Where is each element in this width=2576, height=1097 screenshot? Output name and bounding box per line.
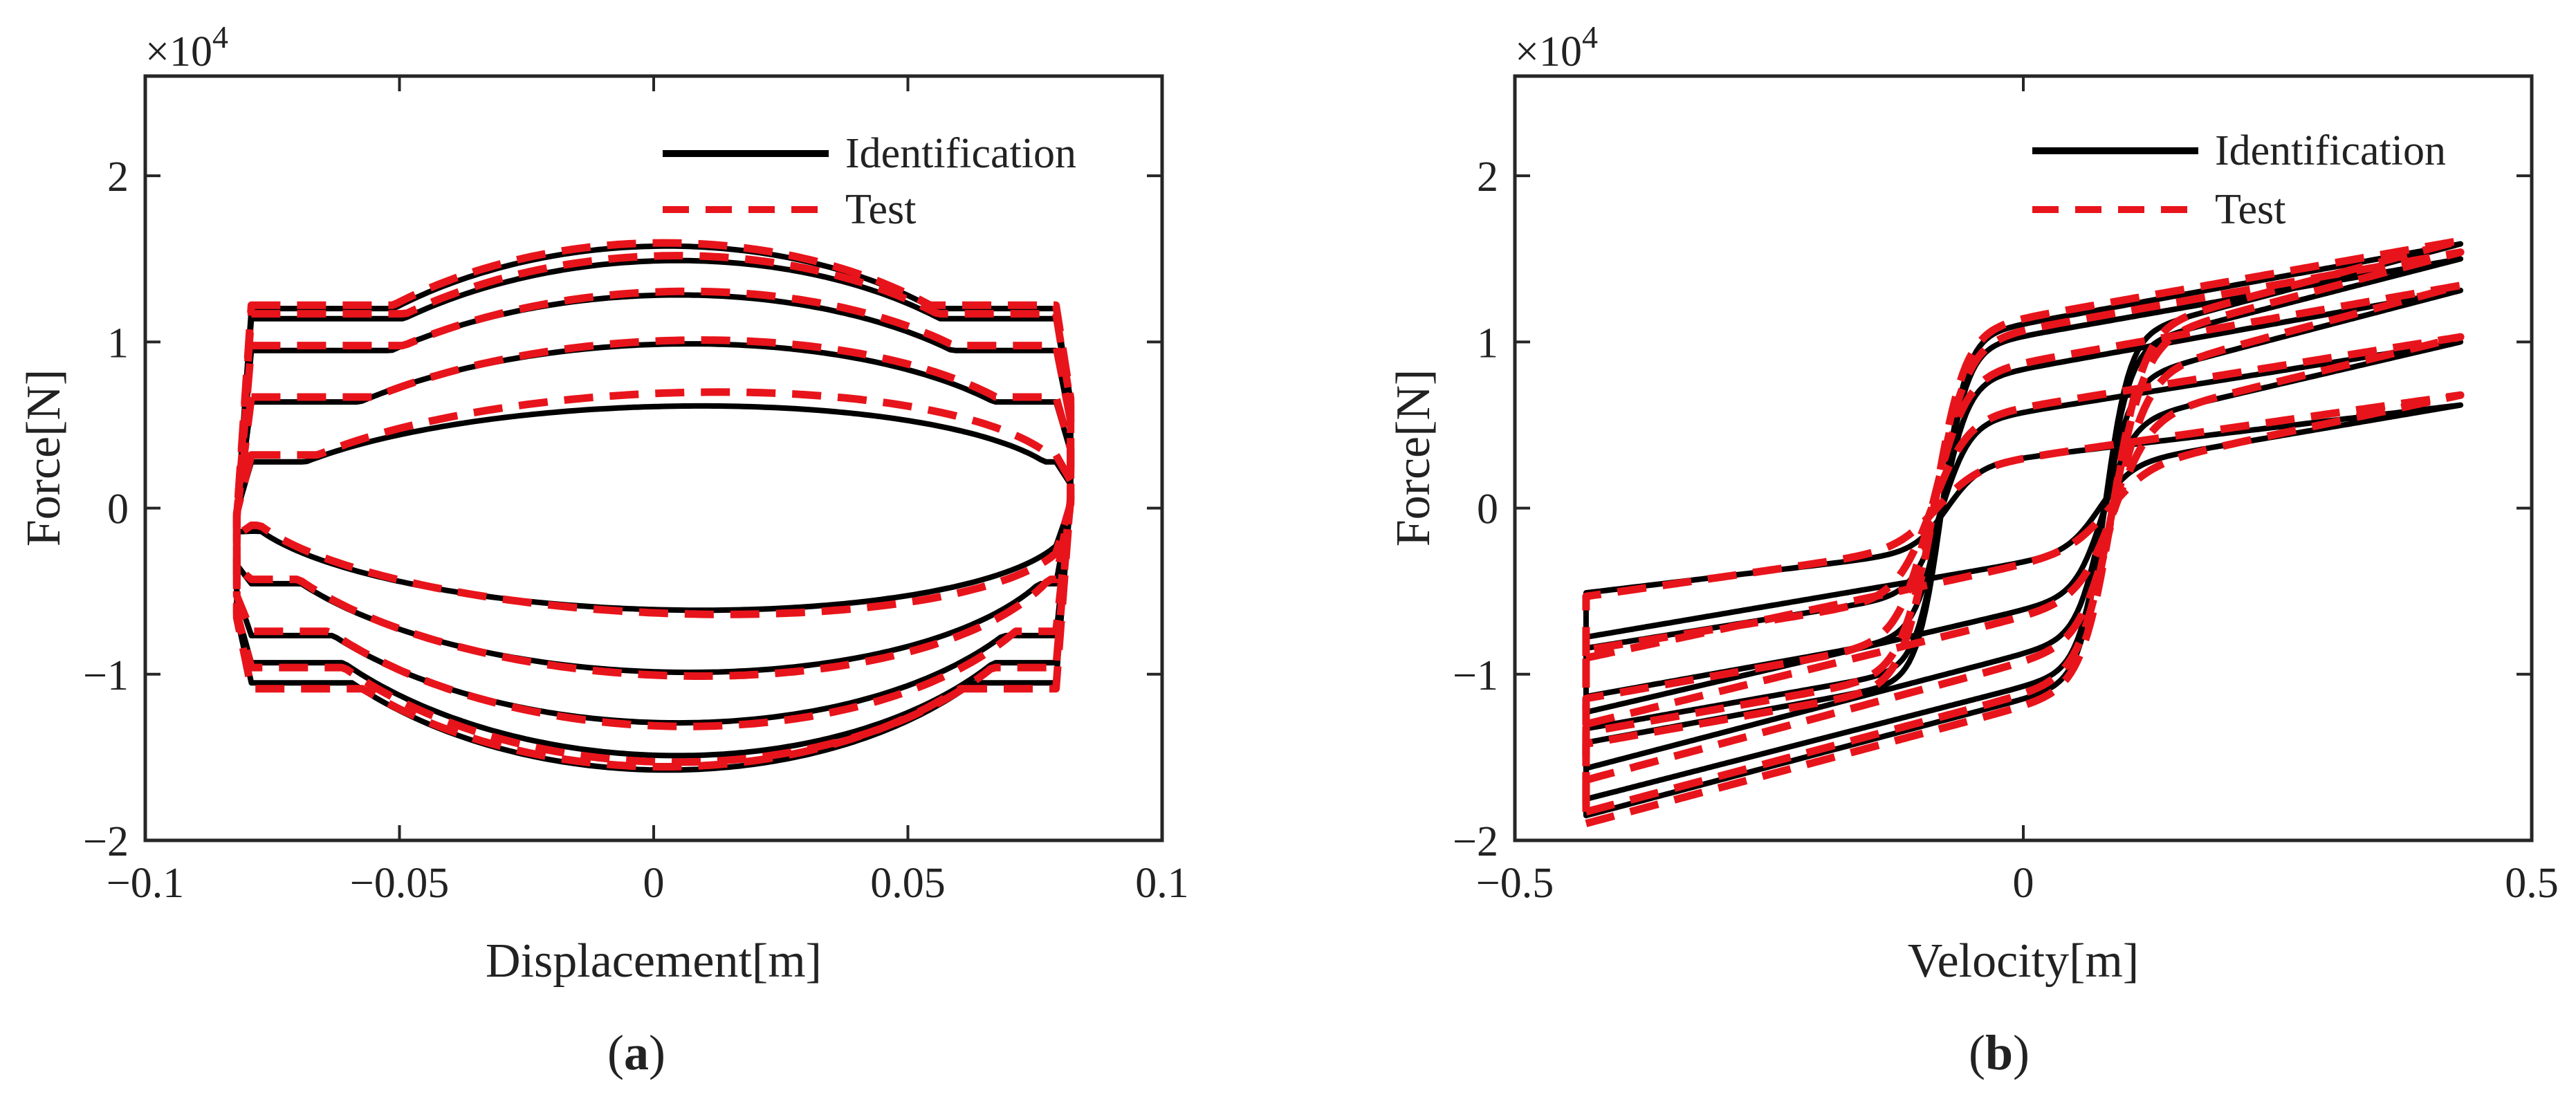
chart-b-test-loop-4 [1582,248,2465,816]
chart-a-y-multiplier: ×104 [145,19,228,75]
chart-a-y-axis-label: Force[N] [17,369,71,547]
chart-b-legend-identification-label: Identification [2215,127,2446,174]
chart-a-test-loop-3 [232,287,1075,730]
chart-a-test-loop-5 [232,239,1075,771]
chart-a-legend-test-label: Test [845,186,916,233]
chart-panel-b: −0.5 0 0.5 −2 −1 0 1 2 ×104 Velocity[m] Force[N… [1387,19,2559,1080]
chart-a-x-tick-label: 0 [643,860,665,907]
chart-b-x-tick-label: 0.5 [2505,860,2559,907]
chart-b-identification-loop-3 [1583,287,2464,771]
caption-b: (b) [1969,1025,2030,1080]
chart-a-x-tick-label: 0.1 [1135,860,1189,907]
chart-b-y-tick-label: 0 [1477,486,1498,533]
chart-b-y-multiplier: ×104 [1515,19,1598,75]
chart-a-y-tick-label: −1 [83,652,129,699]
chart-b-test-loop-5 [1582,237,2465,827]
chart-a-x-tick-label: 0.05 [870,860,946,907]
chart-a-legend-identification-label: Identification [845,130,1076,177]
chart-a-test-loop-4 [232,252,1075,766]
chart-a-x-tick-label: −0.05 [350,860,449,907]
chart-b-test-loop-2 [1582,333,2465,728]
chart-b-identification-loop-1 [1583,402,2464,640]
chart-b-legend-test-label: Test [2215,186,2285,233]
chart-b-x-axis-label: Velocity[m] [1908,934,2139,988]
chart-a-y-tick-label: −2 [83,818,129,865]
chart-b-y-tick-label: 2 [1477,154,1498,201]
chart-b-x-tick-label: −0.5 [1476,860,1554,907]
chart-a-x-axis-label: Displacement[m] [486,934,822,988]
chart-a-y-tick-label: 2 [107,154,129,201]
chart-a-test-loop-2 [232,336,1075,680]
chart-b-ticks: −0.5 0 0.5 −2 −1 0 1 2 [1453,76,2559,907]
chart-b-data-layer [1582,237,2465,827]
chart-a-ticks: −0.1 −0.05 0 0.05 0.1 −2 −1 0 1 2 [83,76,1189,907]
chart-b-y-tick-label: −1 [1453,652,1498,699]
chart-b-y-tick-label: 1 [1477,320,1498,367]
chart-b-test-loop-3 [1582,282,2465,784]
chart-b-y-tick-label: −2 [1453,818,1498,865]
chart-panel-a: −0.1 −0.05 0 0.05 0.1 −2 −1 0 1 2 ×104 Displaceme… [17,19,1189,1080]
chart-b-x-tick-label: 0 [2013,860,2034,907]
chart-a-test-loop-1 [232,388,1075,618]
chart-b-y-axis-label: Force[N] [1387,369,1440,547]
chart-a-y-tick-label: 0 [107,486,129,533]
chart-a-y-tick-label: 1 [107,320,129,367]
chart-a-data-layer [232,239,1075,773]
chart-b-legend: Identification Test [2032,127,2446,233]
caption-a: (a) [607,1025,665,1080]
chart-a-x-tick-label: −0.1 [107,860,184,907]
chart-b-identification-loop-5 [1583,241,2464,819]
chart-a-legend: Identification Test [663,130,1076,233]
